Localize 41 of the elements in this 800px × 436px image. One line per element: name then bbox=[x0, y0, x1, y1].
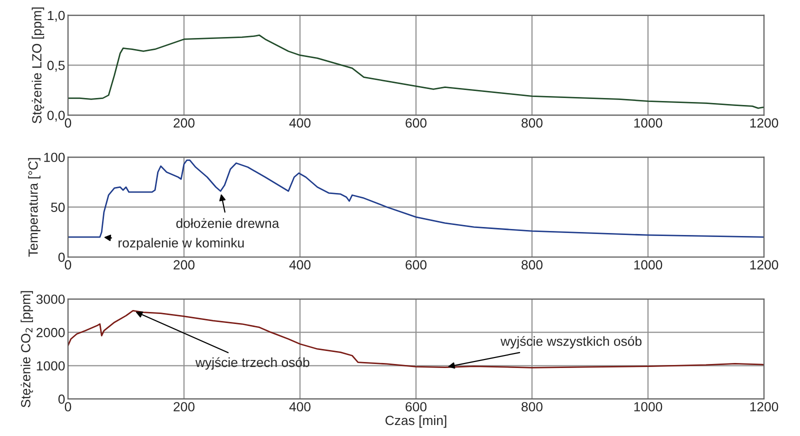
x-tick-label: 200 bbox=[174, 118, 194, 128]
x-tick-label: 1000 bbox=[634, 260, 662, 270]
y-tick-label: 2000 bbox=[36, 328, 65, 338]
y-axis-title: Stężenie LZO [ppm] bbox=[32, 7, 44, 124]
annotation: dołożenie drewna bbox=[176, 218, 280, 228]
y-axis-title: Stężenie CO$_{2}$ [ppm] bbox=[20, 291, 34, 408]
x-tick-label: 400 bbox=[289, 402, 310, 412]
x-tick-label: 1200 bbox=[750, 402, 778, 412]
line-series bbox=[68, 310, 764, 368]
x-tick-label: 200 bbox=[174, 402, 194, 412]
x-tick-label: 1000 bbox=[634, 402, 662, 412]
x-tick-label: 1200 bbox=[750, 260, 778, 270]
y-tick-label: 3000 bbox=[36, 294, 65, 304]
y-tick-label: 0,0 bbox=[47, 110, 65, 122]
x-tick-label: 800 bbox=[522, 260, 542, 270]
x-tick-label: 800 bbox=[522, 118, 542, 128]
x-tick-label: 400 bbox=[289, 118, 310, 128]
x-tick-label: 0 bbox=[64, 260, 72, 270]
y-tick-label: 0 bbox=[58, 394, 65, 404]
x-tick-label: 400 bbox=[289, 260, 310, 270]
y-tick-label: 50 bbox=[51, 202, 65, 212]
line-series bbox=[68, 34, 764, 109]
x-axis-title: Czas [min] bbox=[386, 415, 446, 428]
y-tick-label: 0,5 bbox=[47, 60, 65, 72]
y-tick-label: 1,0 bbox=[48, 10, 65, 22]
annotation: wyjście trzech osób bbox=[195, 357, 310, 370]
x-tick-label: 200 bbox=[174, 260, 194, 270]
y-axis-title: Temperatura [°C] bbox=[28, 158, 40, 257]
x-tick-label: 600 bbox=[406, 402, 426, 412]
annotation: rozpalenie w kominku bbox=[118, 238, 244, 250]
x-tick-label: 1000 bbox=[634, 118, 662, 128]
x-tick-label: 0 bbox=[64, 118, 72, 128]
x-tick-label: 800 bbox=[522, 402, 542, 412]
y-tick-label: 0 bbox=[58, 252, 65, 262]
x-tick-label: 1200 bbox=[750, 118, 778, 128]
x-tick-label: 600 bbox=[406, 118, 426, 128]
x-tick-label: 600 bbox=[406, 260, 426, 270]
y-tick-label: 1000 bbox=[36, 361, 65, 371]
annotation: wyjście wszystkich osób bbox=[500, 336, 642, 349]
x-tick-label: 0 bbox=[64, 402, 72, 412]
y-tick-label: 100 bbox=[44, 152, 65, 162]
